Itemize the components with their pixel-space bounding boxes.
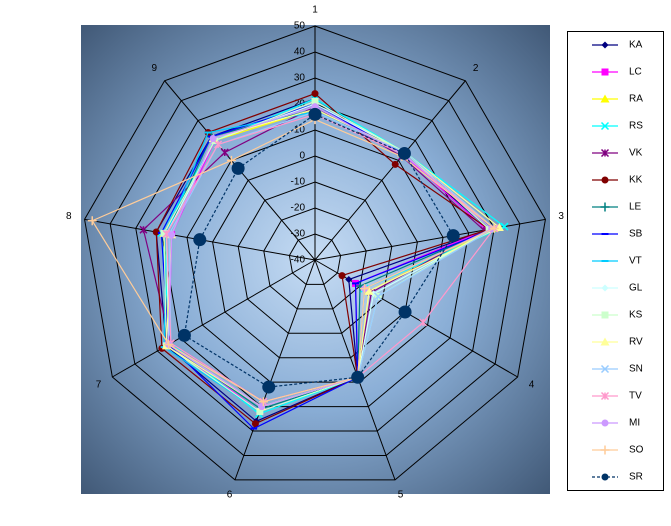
legend-label: RA bbox=[629, 94, 643, 105]
tick-label: -40 bbox=[291, 255, 306, 266]
marker bbox=[364, 286, 374, 295]
spoke bbox=[314, 218, 546, 261]
marker bbox=[256, 407, 264, 415]
marker bbox=[308, 107, 322, 121]
marker bbox=[258, 397, 268, 407]
legend-label: TV bbox=[629, 391, 642, 402]
marker bbox=[160, 229, 168, 237]
grid-line bbox=[237, 181, 393, 334]
marker bbox=[600, 364, 610, 374]
marker bbox=[214, 140, 223, 149]
marker bbox=[601, 41, 609, 49]
legend-label: KA bbox=[629, 40, 643, 51]
legend-label: RV bbox=[629, 337, 643, 348]
marker bbox=[398, 305, 412, 319]
marker bbox=[351, 370, 365, 384]
marker bbox=[193, 233, 207, 247]
marker bbox=[164, 340, 174, 349]
series bbox=[177, 107, 460, 394]
marker bbox=[391, 160, 399, 168]
marker bbox=[226, 155, 236, 165]
legend-label: LC bbox=[629, 67, 642, 78]
legend-label: KK bbox=[629, 175, 643, 186]
grid-line bbox=[288, 233, 342, 285]
marker bbox=[87, 216, 97, 226]
legend-label: VK bbox=[629, 148, 643, 159]
marker bbox=[600, 337, 610, 346]
grid-line bbox=[263, 207, 367, 310]
tick-label: 40 bbox=[294, 47, 306, 58]
marker bbox=[345, 276, 353, 283]
grid-line bbox=[212, 155, 418, 359]
spoke bbox=[314, 259, 396, 481]
marker bbox=[168, 231, 176, 239]
tick-label: 50 bbox=[294, 21, 306, 32]
marker bbox=[360, 284, 370, 294]
marker bbox=[601, 473, 609, 481]
marker bbox=[600, 94, 610, 103]
marker bbox=[601, 68, 609, 76]
marker bbox=[601, 311, 609, 319]
legend-label: MI bbox=[629, 418, 640, 429]
marker bbox=[419, 318, 428, 327]
tick-label: 10 bbox=[294, 125, 306, 136]
marker bbox=[600, 121, 610, 131]
legend-label: LE bbox=[629, 202, 642, 213]
tick-label: -10 bbox=[291, 177, 306, 188]
marker bbox=[262, 380, 276, 394]
marker bbox=[374, 292, 383, 301]
category-label: 2 bbox=[473, 63, 479, 74]
category-label: 6 bbox=[227, 490, 233, 501]
grid-line bbox=[84, 25, 546, 481]
tick-label: 30 bbox=[294, 73, 306, 84]
spoke bbox=[112, 259, 316, 378]
marker bbox=[489, 223, 499, 233]
marker bbox=[338, 272, 346, 280]
tick-label: 0 bbox=[299, 151, 305, 162]
tick-label: -30 bbox=[291, 229, 306, 240]
legend-label: SR bbox=[629, 472, 643, 483]
category-label: 5 bbox=[398, 490, 404, 501]
category-label: 8 bbox=[66, 211, 72, 222]
grid-line bbox=[135, 77, 495, 432]
marker bbox=[600, 391, 610, 401]
spoke bbox=[234, 259, 316, 481]
marker bbox=[601, 176, 609, 184]
series-line bbox=[183, 113, 454, 388]
marker bbox=[600, 148, 610, 158]
grid-line bbox=[109, 51, 521, 456]
marker bbox=[600, 445, 610, 455]
legend-label: GL bbox=[629, 283, 643, 294]
marker bbox=[209, 135, 217, 143]
tick-label: -20 bbox=[291, 203, 306, 214]
series-line bbox=[91, 118, 496, 403]
marker bbox=[311, 97, 319, 105]
marker bbox=[251, 420, 259, 428]
category-label: 1 bbox=[312, 5, 318, 16]
marker bbox=[231, 161, 245, 175]
marker bbox=[177, 328, 191, 342]
marker bbox=[600, 202, 610, 212]
marker bbox=[397, 146, 411, 160]
category-label: 7 bbox=[96, 380, 102, 391]
category-label: 9 bbox=[152, 63, 158, 74]
category-label: 4 bbox=[529, 380, 535, 391]
marker bbox=[139, 225, 148, 234]
spoke bbox=[314, 80, 466, 261]
marker bbox=[311, 90, 319, 98]
marker bbox=[446, 229, 460, 243]
legend-label: VT bbox=[629, 256, 642, 267]
legend-label: SN bbox=[629, 364, 643, 375]
marker bbox=[220, 148, 229, 157]
legend-label: RS bbox=[629, 121, 643, 132]
series-line bbox=[155, 98, 491, 422]
marker bbox=[601, 284, 609, 292]
legend-label: SB bbox=[629, 229, 643, 240]
category-label: 3 bbox=[558, 211, 564, 222]
legend-label: KS bbox=[629, 310, 643, 321]
marker bbox=[601, 419, 609, 427]
legend-label: SO bbox=[629, 445, 644, 456]
